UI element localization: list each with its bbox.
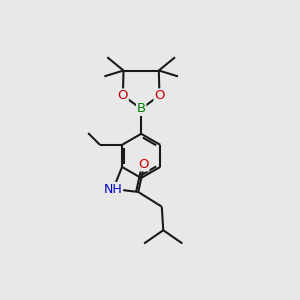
Text: NH: NH bbox=[104, 182, 123, 196]
Text: O: O bbox=[118, 89, 128, 102]
Text: O: O bbox=[154, 89, 165, 102]
Text: B: B bbox=[136, 102, 146, 115]
Text: O: O bbox=[138, 158, 149, 171]
